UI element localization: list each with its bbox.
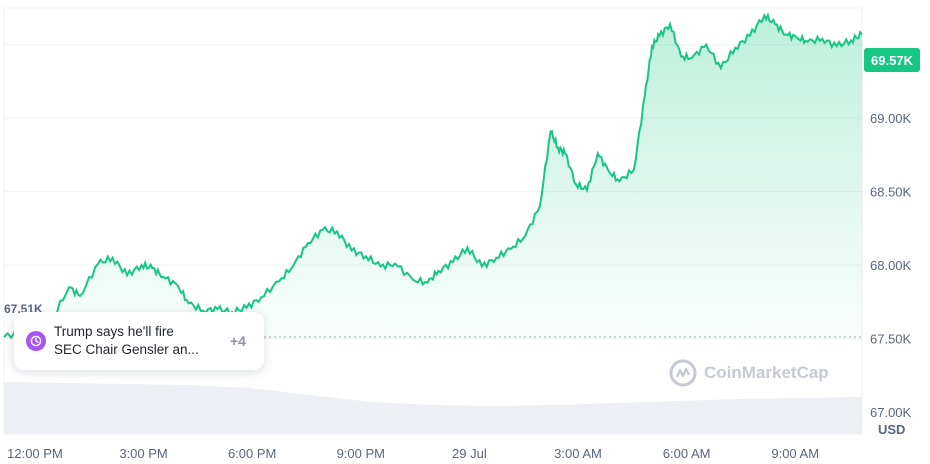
y-axis: 69.00K 68.50K 68.00K 67.50K 67.00K [870,111,912,420]
x-tick-label: 6:00 AM [663,446,711,461]
price-area-fill [4,15,862,338]
x-tick-label: 9:00 PM [337,446,385,461]
price-line [3,12,863,340]
y-tick-label: 68.50K [870,185,912,200]
y-tick-label: 68.00K [870,258,912,273]
volume-area [4,382,862,434]
news-title: Trump says he'll fire SEC Chair Gensler … [54,323,224,359]
coinmarketcap-logo-icon [669,359,697,387]
watermark: CoinMarketCap [668,358,829,388]
x-tick-label: 3:00 PM [119,446,167,461]
news-more-count[interactable]: +4 [230,333,246,349]
news-card[interactable]: Trump says he'll fire SEC Chair Gensler … [14,312,264,370]
y-tick-label: 67.00K [870,405,912,420]
x-tick-label: 6:00 PM [228,446,276,461]
x-axis: 12:00 PM 3:00 PM 6:00 PM 9:00 PM 29 Jul 3:00 … [7,446,819,461]
x-tick-label: 12:00 PM [7,446,63,461]
x-tick-label: 3:00 AM [554,446,602,461]
y-tick-label: 69.00K [870,111,912,126]
x-tick-label: 9:00 AM [771,446,819,461]
current-price-badge: 69.57K [864,48,920,72]
y-tick-label: 67.50K [870,332,912,347]
currency-label: USD [878,422,906,437]
news-title-line-2: SEC Chair Gensler an... [54,342,199,357]
watermark-text: CoinMarketCap [704,363,829,382]
clock-history-icon [26,331,46,351]
news-title-line-1: Trump says he'll fire [54,324,174,339]
x-tick-label: 29 Jul [452,446,487,461]
